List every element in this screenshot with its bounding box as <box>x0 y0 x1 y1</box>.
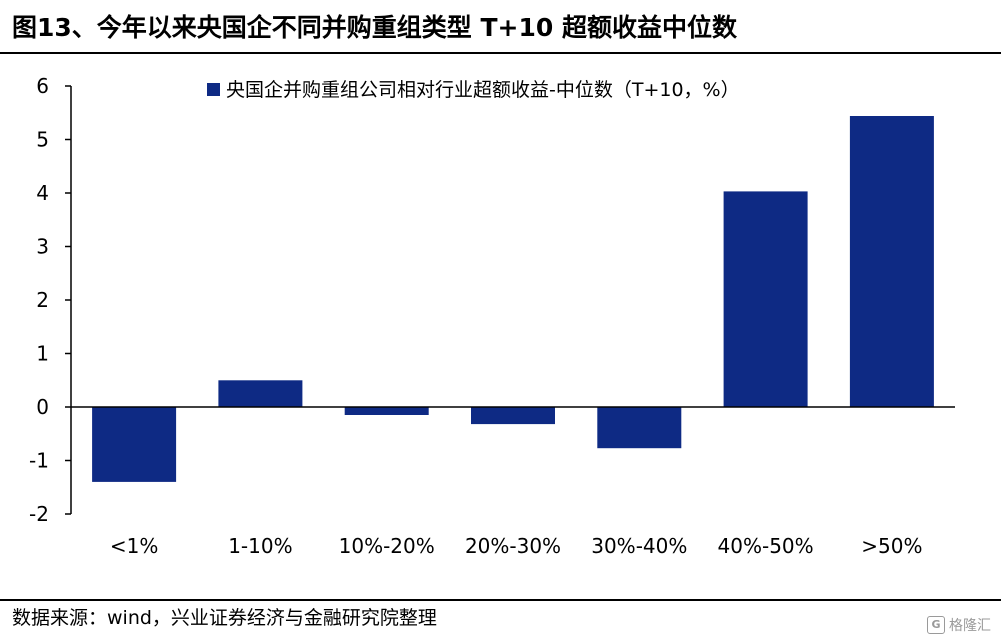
x-tick-label: >50% <box>861 534 922 558</box>
watermark-logo-icon: G <box>927 616 945 634</box>
bar <box>92 407 177 482</box>
y-tick-label: -2 <box>29 502 49 526</box>
bar <box>218 380 303 408</box>
y-tick-label: 4 <box>36 181 49 205</box>
watermark: G 格隆汇 <box>927 615 991 635</box>
source-note: 数据来源：wind，兴业证券经济与金融研究院整理 <box>12 607 437 629</box>
legend-label: 央国企并购重组公司相对行业超额收益-中位数（T+10，%） <box>226 79 740 101</box>
y-tick-label: 6 <box>36 74 49 98</box>
bar <box>849 116 934 407</box>
bars <box>92 116 934 482</box>
y-axis: -2 -1 0 1 2 3 4 5 6 <box>29 74 72 526</box>
x-tick-label: <1% <box>110 534 159 558</box>
bar <box>597 407 682 449</box>
footer-divider <box>0 599 1001 601</box>
x-tick-label: 1-10% <box>228 534 292 558</box>
x-tick-label: 30%-40% <box>591 534 687 558</box>
y-tick-label: 2 <box>36 288 49 312</box>
bar <box>723 191 808 407</box>
bar-chart: 央国企并购重组公司相对行业超额收益-中位数（T+10，%） -2 -1 0 1 2 3 4 5… <box>29 74 955 558</box>
legend-swatch <box>207 83 220 96</box>
y-tick-label: 3 <box>36 235 49 259</box>
y-tick-label: 1 <box>36 342 49 366</box>
bar <box>344 407 429 415</box>
watermark-text: 格隆汇 <box>949 618 991 634</box>
x-tick-label: 10%-20% <box>339 534 435 558</box>
x-tick-label: 20%-30% <box>465 534 561 558</box>
title-divider <box>0 52 1001 54</box>
y-tick-label: 5 <box>36 128 49 152</box>
x-tick-label: 40%-50% <box>718 534 814 558</box>
legend: 央国企并购重组公司相对行业超额收益-中位数（T+10，%） <box>207 79 740 101</box>
chart-title: 图13、今年以来央国企不同并购重组类型 T+10 超额收益中位数 <box>12 13 737 42</box>
y-tick-label: 0 <box>36 395 49 419</box>
y-tick-label: -1 <box>29 449 49 473</box>
bar <box>471 407 555 425</box>
x-axis: <1% 1-10% 10%-20% 20%-30% 30%-40% 40%-50% >50% <box>71 406 955 558</box>
